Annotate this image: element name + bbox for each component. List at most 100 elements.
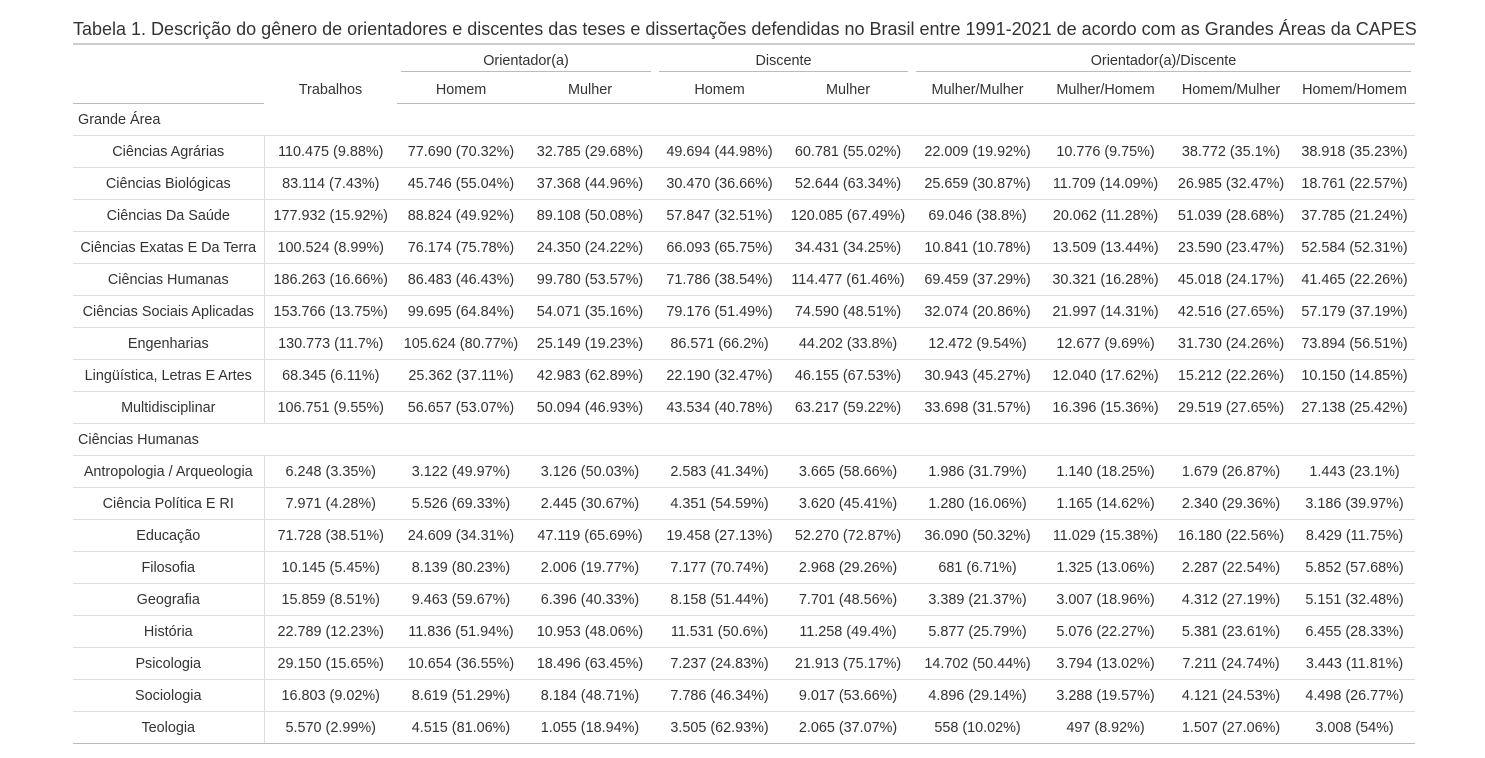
header-group-discente: Discente	[655, 44, 912, 76]
table-cell: 20.062 (11.28%)	[1043, 199, 1169, 232]
table-cell: 32.785 (29.68%)	[525, 135, 656, 168]
table-cell: 29.150 (15.65%)	[264, 647, 397, 680]
table-cell: 12.040 (17.62%)	[1043, 359, 1169, 392]
table-cell: 56.657 (53.07%)	[397, 391, 525, 424]
table-cell: 11.029 (15.38%)	[1043, 519, 1169, 552]
table-cell: 21.997 (14.31%)	[1043, 295, 1169, 328]
table-cell: 34.431 (34.25%)	[784, 231, 913, 264]
table-cell: 11.836 (51.94%)	[397, 615, 525, 648]
table-cell: 6.455 (28.33%)	[1294, 615, 1416, 648]
table-cell: 25.362 (37.11%)	[397, 359, 525, 392]
table-cell: 7.786 (46.34%)	[655, 679, 785, 712]
table-cell: 681 (6.71%)	[912, 551, 1044, 584]
table-row: Ciências Sociais Aplicadas 153.766 (13.75…	[73, 295, 1416, 328]
table-cell: 1.679 (26.87%)	[1168, 455, 1295, 488]
column-header-discente-homem: Homem	[655, 76, 785, 104]
table-cell: 3.443 (11.81%)	[1294, 647, 1416, 680]
table-cell: 5.526 (69.33%)	[397, 487, 525, 520]
table-cell: 5.877 (25.79%)	[912, 615, 1044, 648]
table-cell: 9.463 (59.67%)	[397, 583, 525, 616]
table-cell: 30.470 (36.66%)	[655, 167, 785, 200]
table-cell: 11.709 (14.09%)	[1043, 167, 1169, 200]
table-cell: 38.918 (35.23%)	[1294, 135, 1416, 168]
table-cell: 120.085 (67.49%)	[784, 199, 913, 232]
table-cell: 10.776 (9.75%)	[1043, 135, 1169, 168]
table-cell: 4.351 (54.59%)	[655, 487, 785, 520]
row-label: Ciências Exatas E Da Terra	[73, 231, 265, 264]
table-row: Ciências Agrárias 110.475 (9.88%) 77.690 (…	[73, 135, 1416, 168]
table-cell: 4.498 (26.77%)	[1294, 679, 1416, 712]
table-cell: 4.121 (24.53%)	[1168, 679, 1295, 712]
table-cell: 7.177 (70.74%)	[655, 551, 785, 584]
table-cell: 37.785 (21.24%)	[1294, 199, 1416, 232]
table-cell: 44.202 (33.8%)	[784, 327, 913, 360]
table-cell: 8.158 (51.44%)	[655, 583, 785, 616]
table-cell: 7.237 (24.83%)	[655, 647, 785, 680]
table-cell: 33.698 (31.57%)	[912, 391, 1044, 424]
table-cell: 79.176 (51.49%)	[655, 295, 785, 328]
table-cell: 7.211 (24.74%)	[1168, 647, 1295, 680]
table-cell: 51.039 (28.68%)	[1168, 199, 1295, 232]
table-cell: 41.465 (22.26%)	[1294, 263, 1416, 296]
header-group-discente-label: Discente	[659, 53, 909, 72]
table-header: Orientador(a) Discente Orientador(a)/Dis…	[73, 44, 1416, 104]
table-cell: 21.913 (75.17%)	[784, 647, 913, 680]
table-cell: 10.145 (5.45%)	[264, 551, 397, 584]
header-group-orientador-label: Orientador(a)	[401, 53, 652, 72]
table-cell: 57.179 (37.19%)	[1294, 295, 1416, 328]
table-cell: 3.008 (54%)	[1294, 711, 1416, 744]
table-cell: 99.695 (64.84%)	[397, 295, 525, 328]
row-label: Multidisciplinar	[73, 391, 265, 424]
table-cell: 22.190 (32.47%)	[655, 359, 785, 392]
row-label: Ciência Política E RI	[73, 487, 265, 520]
row-label: Ciências Agrárias	[73, 135, 265, 168]
table-cell: 11.531 (50.6%)	[655, 615, 785, 648]
table-cell: 63.217 (59.22%)	[784, 391, 913, 424]
table-cell: 88.824 (49.92%)	[397, 199, 525, 232]
table-cell: 2.445 (30.67%)	[525, 487, 656, 520]
table-row: Filosofia 10.145 (5.45%) 8.139 (80.23%) 2.0…	[73, 551, 1416, 584]
table-cell: 13.509 (13.44%)	[1043, 231, 1169, 264]
table-cell: 3.794 (13.02%)	[1043, 647, 1169, 680]
table-cell: 73.894 (56.51%)	[1294, 327, 1416, 360]
column-header-homem-mulher: Homem/Mulher	[1168, 76, 1295, 104]
table-cell: 42.983 (62.89%)	[525, 359, 656, 392]
table-cell: 52.584 (52.31%)	[1294, 231, 1416, 264]
table-container: Tabela 1. Descrição do gênero de orienta…	[73, 16, 1417, 744]
group-label: Grande Área	[73, 103, 1416, 136]
table-cell: 1.280 (16.06%)	[912, 487, 1044, 520]
table-cell: 2.065 (37.07%)	[784, 711, 913, 744]
table-cell: 42.516 (27.65%)	[1168, 295, 1295, 328]
row-label: Sociologia	[73, 679, 265, 712]
table-cell: 26.985 (32.47%)	[1168, 167, 1295, 200]
column-header-homem-homem: Homem/Homem	[1294, 76, 1416, 104]
group-label: Ciências Humanas	[73, 423, 1416, 456]
table-cell: 8.139 (80.23%)	[397, 551, 525, 584]
table-cell: 57.847 (32.51%)	[655, 199, 785, 232]
table-cell: 45.018 (24.17%)	[1168, 263, 1295, 296]
table-cell: 22.009 (19.92%)	[912, 135, 1044, 168]
table-cell: 3.505 (62.93%)	[655, 711, 785, 744]
table-cell: 1.055 (18.94%)	[525, 711, 656, 744]
table-cell: 5.076 (22.27%)	[1043, 615, 1169, 648]
table-row: Psicologia 29.150 (15.65%) 10.654 (36.55%)…	[73, 647, 1416, 680]
table-cell: 18.761 (22.57%)	[1294, 167, 1416, 200]
table-cell: 46.155 (67.53%)	[784, 359, 913, 392]
table-cell: 105.624 (80.77%)	[397, 327, 525, 360]
row-label: Teologia	[73, 711, 265, 744]
header-corner	[73, 44, 264, 76]
table-cell: 177.932 (15.92%)	[264, 199, 397, 232]
table-row: Ciências Da Saúde 177.932 (15.92%) 88.824 …	[73, 199, 1416, 232]
table-cell: 77.690 (70.32%)	[397, 135, 525, 168]
table-cell: 3.288 (19.57%)	[1043, 679, 1169, 712]
group-label-row: Grande Área	[73, 103, 1416, 136]
table-cell: 99.780 (53.57%)	[525, 263, 656, 296]
table-cell: 8.184 (48.71%)	[525, 679, 656, 712]
table-cell: 1.443 (23.1%)	[1294, 455, 1416, 488]
row-label: Antropologia / Arqueologia	[73, 455, 265, 488]
table-cell: 31.730 (24.26%)	[1168, 327, 1295, 360]
table-cell: 10.953 (48.06%)	[525, 615, 656, 648]
table-cell: 16.180 (22.56%)	[1168, 519, 1295, 552]
table-cell: 2.583 (41.34%)	[655, 455, 785, 488]
column-header-mulher-mulher: Mulher/Mulher	[912, 76, 1044, 104]
